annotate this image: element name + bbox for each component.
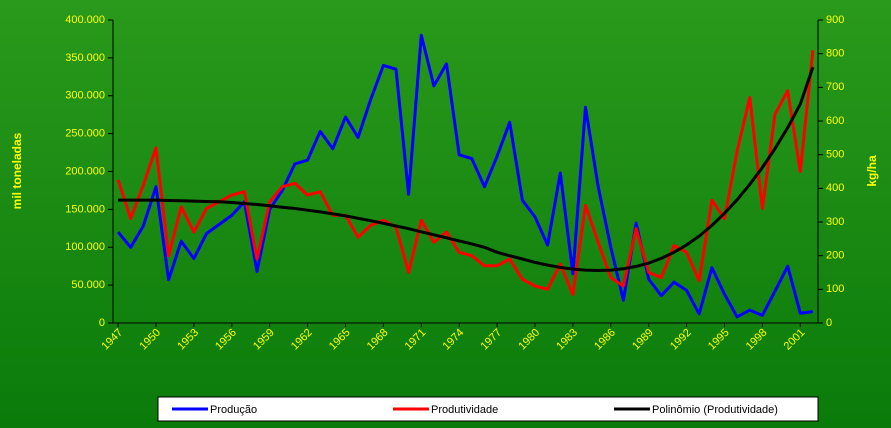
y2-tick-label: 0 [826,317,832,329]
legend-label: Produção [210,404,257,416]
y2-tick-label: 100 [826,283,844,295]
y2-axis-label: kg/ha [865,155,879,187]
series-line [116,33,814,319]
y2-tick-label: 200 [826,250,844,262]
y2-tick-label: 900 [826,14,844,26]
legend-label: Polinômio (Produtividade) [652,404,778,416]
y-tick-label: 150.000 [65,203,105,215]
series-line [116,50,815,296]
y2-tick-label: 400 [826,182,844,194]
y-tick-label: 350.000 [65,52,105,64]
series-line [118,66,815,272]
legend-label: Produtividade [431,404,498,416]
y-tick-label: 400.000 [65,14,105,26]
y-axis-label: mil toneladas [10,132,24,209]
y2-tick-label: 300 [826,216,844,228]
y2-tick-label: 700 [826,81,844,93]
y2-tick-label: 600 [826,115,844,127]
y2-tick-label: 800 [826,48,844,60]
y2-tick-label: 500 [826,149,844,161]
y-tick-label: 200.000 [65,165,105,177]
y-tick-label: 0 [99,317,105,329]
legend [157,396,819,422]
y-tick-label: 250.000 [65,128,105,140]
y-tick-label: 50.000 [71,279,105,291]
y-tick-label: 100.000 [65,241,105,253]
y-tick-label: 300.000 [65,90,105,102]
